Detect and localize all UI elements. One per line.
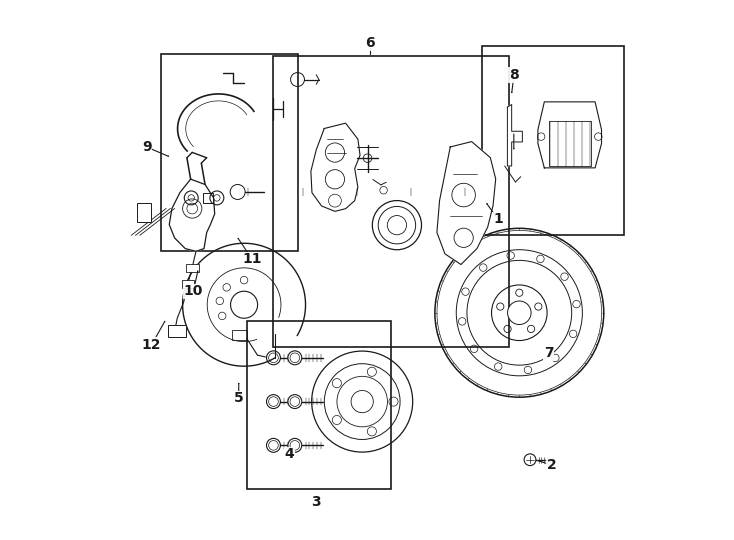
Circle shape	[507, 301, 531, 325]
Polygon shape	[538, 102, 602, 168]
Text: 6: 6	[365, 36, 374, 50]
Text: 12: 12	[142, 338, 161, 352]
Text: 11: 11	[242, 252, 262, 266]
Bar	[161, 53, 297, 251]
Circle shape	[288, 351, 302, 364]
Bar	[247, 321, 391, 489]
Circle shape	[351, 390, 374, 413]
Bar	[482, 45, 624, 235]
Bar	[186, 264, 199, 272]
Bar	[233, 330, 247, 340]
Circle shape	[524, 454, 536, 465]
Text: 2: 2	[547, 458, 556, 472]
Text: 4: 4	[285, 447, 294, 461]
Bar	[274, 56, 509, 348]
Polygon shape	[507, 105, 523, 166]
Polygon shape	[311, 123, 360, 211]
Circle shape	[288, 438, 302, 453]
Bar	[203, 193, 213, 202]
Circle shape	[288, 395, 302, 409]
Text: 1: 1	[493, 212, 503, 226]
Text: 9: 9	[142, 140, 152, 154]
Polygon shape	[170, 179, 214, 251]
Text: 10: 10	[184, 285, 203, 299]
Text: 5: 5	[234, 392, 244, 405]
Circle shape	[266, 351, 280, 364]
Text: 3: 3	[311, 496, 321, 509]
Bar	[548, 122, 591, 166]
Text: 8: 8	[509, 68, 519, 82]
Bar	[137, 203, 150, 222]
Bar	[167, 325, 186, 337]
Text: 7: 7	[544, 346, 553, 360]
Bar	[181, 280, 195, 288]
Circle shape	[266, 395, 280, 409]
Polygon shape	[437, 141, 495, 265]
Circle shape	[266, 438, 280, 453]
